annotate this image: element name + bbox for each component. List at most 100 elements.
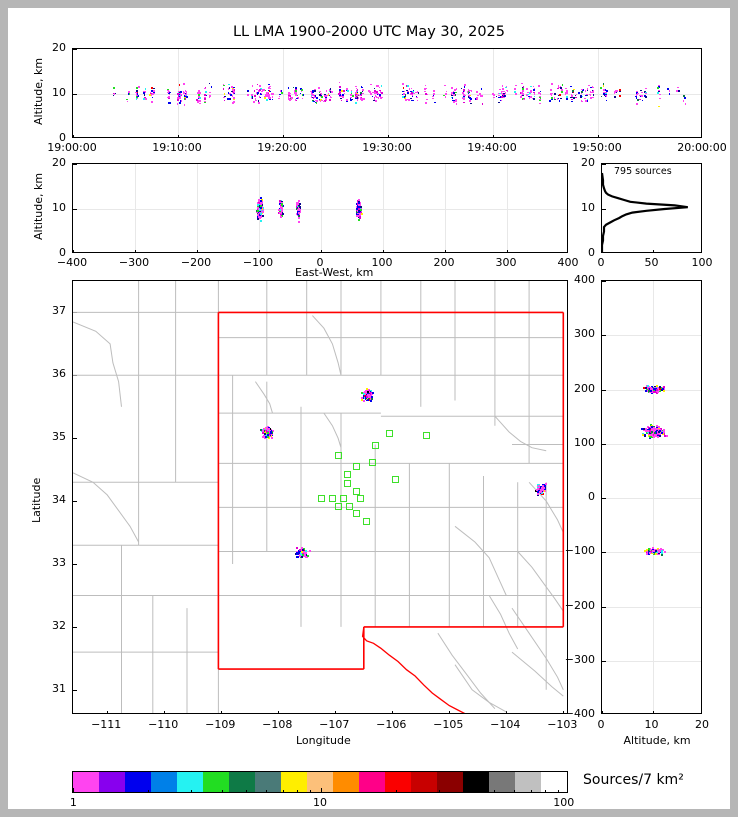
gridline (602, 606, 701, 608)
source-point (539, 90, 542, 93)
source-point (296, 547, 299, 550)
hist-ytick-label: 10 (581, 201, 595, 214)
ytick (73, 49, 77, 50)
gridline (388, 49, 389, 137)
source-point (302, 552, 305, 555)
source-point (492, 94, 495, 96)
source-point (278, 200, 281, 202)
gridline (602, 660, 701, 662)
source-point (329, 89, 331, 92)
source-point (355, 97, 358, 100)
source-point (376, 85, 379, 87)
source-point (150, 101, 153, 103)
international-border (361, 626, 466, 713)
source-point (467, 88, 470, 91)
source-point (663, 390, 666, 393)
map-xtick-label: −103 (547, 718, 578, 731)
source-point (280, 212, 283, 214)
source-point (514, 91, 516, 93)
source-point (580, 100, 583, 103)
source-point (592, 89, 595, 92)
source-point (282, 205, 284, 207)
panel-east-west-height[interactable] (72, 163, 568, 253)
source-point (657, 84, 660, 87)
source-point (266, 433, 269, 436)
source-point (444, 93, 447, 95)
source-point (498, 92, 501, 95)
gridline (445, 164, 446, 252)
source-point (296, 205, 299, 208)
source-point (550, 94, 553, 96)
ytick (602, 389, 606, 391)
source-point (199, 99, 201, 102)
xtick (73, 135, 74, 137)
source-point (257, 212, 260, 215)
source-point (350, 90, 353, 92)
time-ytick-label: 20 (52, 41, 66, 54)
source-point (346, 100, 348, 103)
source-point (537, 486, 540, 489)
source-point (368, 398, 371, 401)
source-point (310, 92, 313, 94)
source-point (444, 96, 447, 98)
gridline (283, 49, 284, 137)
source-point (232, 86, 235, 89)
source-point (185, 93, 187, 96)
source-point (358, 216, 361, 219)
source-point (645, 390, 647, 392)
source-point (649, 423, 652, 426)
source-point (267, 435, 270, 438)
gridline (602, 335, 701, 337)
source-point (198, 91, 201, 93)
source-point (349, 97, 352, 100)
source-point (645, 96, 647, 98)
source-point (342, 95, 344, 98)
ytick (73, 375, 77, 377)
source-point (654, 387, 657, 390)
source-point (179, 95, 181, 98)
source-point (292, 86, 295, 89)
panel-altitude-histogram[interactable] (601, 163, 702, 253)
ytick (602, 606, 606, 608)
source-point (406, 89, 408, 92)
source-point (558, 100, 561, 102)
xtick (283, 135, 284, 137)
source-point (575, 93, 578, 96)
source-point (497, 94, 500, 97)
source-point (378, 86, 381, 89)
source-point (602, 85, 605, 87)
source-point (570, 96, 572, 99)
source-point (416, 99, 419, 102)
source-point (257, 102, 260, 104)
source-point (185, 91, 188, 93)
colorbar-swatch (307, 772, 333, 792)
source-point (355, 92, 358, 95)
panel-time-height[interactable] (72, 48, 702, 138)
source-point (306, 555, 309, 558)
source-point (533, 91, 535, 94)
source-point (294, 90, 297, 92)
source-point (309, 549, 312, 552)
source-point (411, 93, 414, 95)
source-point (278, 95, 281, 98)
source-point (659, 388, 662, 391)
source-point (468, 91, 471, 94)
panel-plan-view-map[interactable] (72, 280, 568, 714)
source-point (455, 103, 458, 105)
source-point (463, 95, 465, 98)
source-point (659, 386, 662, 389)
source-point (380, 84, 383, 87)
source-point (574, 94, 577, 97)
ew-xtick-label: 100 (371, 256, 393, 269)
source-point (651, 550, 654, 553)
source-point (361, 97, 363, 100)
source-point (677, 86, 680, 89)
source-point (684, 103, 687, 105)
source-point (167, 102, 170, 104)
panel-north-south-height[interactable] (601, 280, 702, 714)
colorbar[interactable] (72, 771, 568, 793)
source-point (257, 204, 260, 207)
source-point (314, 101, 317, 104)
source-point (358, 199, 361, 202)
source-point (325, 98, 327, 100)
